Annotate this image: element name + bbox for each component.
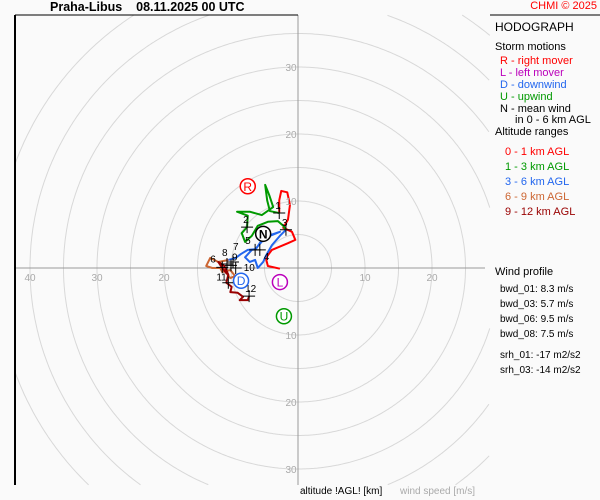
helicity-item: srh_03: -14 m2/s2 <box>500 365 581 376</box>
height-marker-cross <box>273 207 286 220</box>
chart-title: Praha-Libus 08.11.2025 00 UTC <box>50 0 245 14</box>
tick-label: 40 <box>24 273 36 284</box>
storm-motion-label: U <box>280 310 289 324</box>
height-marker-cross <box>279 223 292 236</box>
tick-label: 20 <box>426 273 438 284</box>
height-marker-cross <box>225 259 237 272</box>
altitude-range-item: 3 - 6 km AGL <box>505 176 570 188</box>
speed-ring <box>29 14 490 486</box>
wind-profile-title: Wind profile <box>495 266 554 278</box>
storm-motion-legend-item: L - left mover <box>500 67 564 79</box>
height-marker-label: 7 <box>233 242 239 253</box>
height-marker-label: 6 <box>210 254 216 265</box>
height-marker-cross <box>216 261 229 274</box>
storm-motion-marker <box>239 178 256 195</box>
wind-profile-item: bwd_03: 5.7 m/s <box>500 299 574 310</box>
tick-label: 10 <box>359 273 371 284</box>
altitude-label: altitude !AGL! [km] <box>300 486 383 497</box>
wind-profile-item: bwd_01: 8.3 m/s <box>500 284 574 295</box>
storm-motion-legend-item: N - mean wind <box>500 103 571 115</box>
height-marker-label: 1 <box>275 201 281 212</box>
height-marker-label: 9 <box>232 252 238 263</box>
tick-label: 30 <box>285 63 297 74</box>
tick-label: 20 <box>285 398 297 409</box>
height-marker-cross <box>227 255 240 268</box>
storm-motion-marker <box>275 307 293 325</box>
altitude-range-item: 0 - 1 km AGL <box>505 146 570 158</box>
speed-label: wind speed [m/s] <box>400 486 476 497</box>
height-marker-label: 5 <box>245 236 251 247</box>
storm-motion-marker <box>254 225 272 243</box>
hodograph-trace <box>236 183 287 243</box>
wind-profile-item: bwd_06: 9.5 m/s <box>500 314 574 325</box>
helicity-item: srh_01: -17 m2/s2 <box>500 350 581 361</box>
height-marker-cross <box>222 276 235 289</box>
storm-motion-marker <box>271 273 289 291</box>
height-marker-cross <box>229 262 242 274</box>
height-marker-cross <box>243 290 256 303</box>
altitude-range-item: 9 - 12 km AGL <box>505 206 576 218</box>
storm-motion-marker <box>232 272 250 289</box>
height-marker-label: 10 <box>244 263 256 274</box>
height-marker-label: 4 <box>264 252 270 263</box>
storm-motion-legend-item: in 0 - 6 km AGL <box>515 114 591 126</box>
legend-title: HODOGRAPH <box>495 20 574 34</box>
tick-label: 10 <box>285 331 297 342</box>
hodograph-trace <box>217 260 251 302</box>
height-marker-cross <box>249 243 262 256</box>
altitude-ranges-title: Altitude ranges <box>495 126 569 138</box>
height-marker-label: 3 <box>282 218 288 229</box>
altitude-range-item: 1 - 3 km AGL <box>505 161 570 173</box>
storm-motions-title: Storm motions <box>495 41 566 53</box>
storm-motion-label: L <box>277 276 284 290</box>
speed-ring <box>15 14 491 486</box>
storm-motion-legend-item: D - downwind <box>500 79 567 91</box>
credit: CHMI © 2025 <box>530 0 597 12</box>
tick-label: 30 <box>285 465 297 476</box>
station-name: Praha-Libus <box>50 0 123 14</box>
height-marker-label: 11 <box>216 273 227 284</box>
storm-motion-legend-item: R - right mover <box>500 55 573 67</box>
storm-motion-label: N <box>259 227 268 241</box>
tick-label: 10 <box>285 197 297 208</box>
storm-motion-label: D <box>237 274 246 288</box>
tick-label: 20 <box>158 273 170 284</box>
tick-label: 20 <box>285 130 297 141</box>
datetime: 08.11.2025 00 UTC <box>136 0 245 14</box>
height-marker-label: 8 <box>222 248 228 259</box>
height-marker-label: 12 <box>245 284 257 295</box>
storm-motion-label: R <box>243 180 252 194</box>
height-marker-cross <box>241 221 254 234</box>
speed-ring <box>63 33 490 486</box>
wind-profile-item: bwd_08: 7.5 m/s <box>500 329 574 340</box>
altitude-range-item: 6 - 9 km AGL <box>505 191 570 203</box>
tick-label: 30 <box>91 273 103 284</box>
storm-motion-legend-item: U - upwind <box>500 91 553 103</box>
height-marker-label: 2 <box>243 215 249 226</box>
hodograph-trace <box>205 256 237 280</box>
